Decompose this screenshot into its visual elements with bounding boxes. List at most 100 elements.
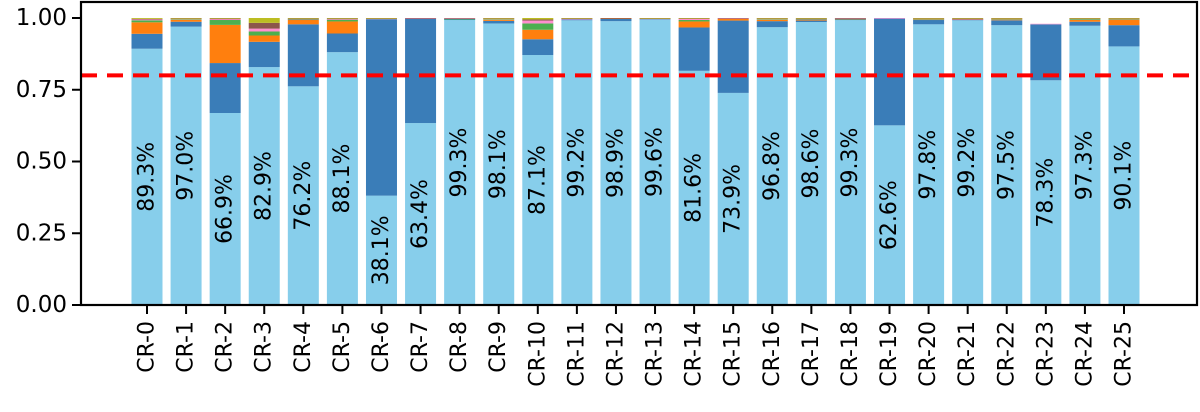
bar-stack [131,18,163,306]
bar-segment [287,18,319,20]
bar-segment [365,19,397,196]
bar-segment [209,18,241,20]
bar-segment [287,18,319,19]
x-tick-label: CR-3 [252,321,277,373]
bar-segment [170,26,202,306]
bar-segment [834,18,866,19]
x-tick-label: CR-19 [877,321,902,387]
bar-segment [561,18,593,20]
bar-percentage-label: 87.1% [525,145,550,215]
bar-segment [248,28,280,32]
bar-segment [248,22,280,29]
y-tick-label: 0.75 [16,77,67,103]
bar-segment [913,24,945,306]
bar-segment [678,20,710,22]
bar-percentage-label: 88.1% [330,144,355,214]
y-axis: 0.00 0.25 0.50 0.75 1.00 [16,5,81,318]
bar-stack [913,18,945,306]
bar-segment [405,123,437,306]
bar-segment [795,19,827,21]
bar-stack [326,18,358,305]
bar-percentage-label: 66.9% [213,174,238,244]
bar-percentage-label: 97.3% [1072,130,1097,200]
bar-segment [1030,24,1062,81]
bar-stack [209,18,241,305]
bar-segment [326,21,358,34]
bar-segment [365,18,397,19]
bar-segment [1069,21,1101,26]
bar-segment [639,18,671,19]
bar-segment [483,19,515,20]
bar-segment [991,18,1023,19]
bar-segment [834,19,866,21]
bar-stack [1069,18,1101,306]
bar-segment [248,35,280,42]
bar-percentage-label: 90.1% [1112,141,1137,211]
x-tick-label: CR-24 [1072,321,1097,387]
bar-segment [795,18,827,20]
bar-stack [170,18,202,306]
x-tick-label: CR-2 [213,321,238,373]
bar-segment [522,18,554,20]
bar-segment [991,25,1023,306]
bar-segment [913,19,945,20]
x-tick-label: CR-8 [447,321,472,373]
bar-segment [287,19,319,25]
bar-segment [131,33,163,49]
bar-segment [1069,25,1101,306]
bar-segment [1069,18,1101,19]
bar-segment [405,18,437,124]
bar-stack [717,18,749,305]
bar-segment [717,18,749,21]
bar-segment [1108,25,1140,47]
bar-percentage-label: 78.3% [1033,158,1058,228]
bar-percentage-label: 73.9% [721,164,746,234]
bar-segment [756,18,788,19]
bar-stack [483,18,515,305]
bar-stack [561,18,593,306]
bar-segment [561,18,593,19]
bar-segment [600,21,632,305]
bar-segment [717,18,749,19]
bar-segment [756,21,788,28]
x-tick-label: CR-1 [174,321,199,373]
bar-segment [170,21,202,27]
bar-segment [522,55,554,306]
bar-stack [522,18,554,306]
bar-segment [1108,19,1140,20]
bar-segment [483,23,515,305]
bar-segment [834,20,866,305]
x-tick-label: CR-16 [760,321,785,387]
y-tick-label: 0.25 [16,220,67,246]
bar-segment [952,20,984,306]
bar-segment [1108,46,1140,306]
bar-percentage-label: 99.6% [643,127,668,197]
bar-segment [444,18,476,19]
bar-segment [444,19,476,21]
bar-segment [522,39,554,56]
bar-stack [678,18,710,305]
x-tick-label: CR-5 [330,321,355,373]
bar-segment [952,19,984,21]
bar-segment [678,27,710,71]
bar-segment [795,18,827,19]
bar-segment [600,18,632,22]
bar-stack [795,18,827,305]
bar-segment [131,18,163,19]
bar-segment [483,18,515,19]
bar-stack [444,18,476,305]
bar-segment [795,19,827,21]
bar-stack [1030,23,1062,306]
bar-segment [561,20,593,306]
bar-percentage-label: 63.4% [408,179,433,249]
bar-segment [561,19,593,21]
bar-percentage-label: 99.3% [447,128,472,198]
x-tick-label: CR-23 [1033,321,1058,387]
bar-segment [326,18,358,19]
bar-segment [248,67,280,306]
x-tick-label: CR-21 [955,321,980,387]
bar-stack [991,18,1023,306]
bar-segment [209,112,241,305]
